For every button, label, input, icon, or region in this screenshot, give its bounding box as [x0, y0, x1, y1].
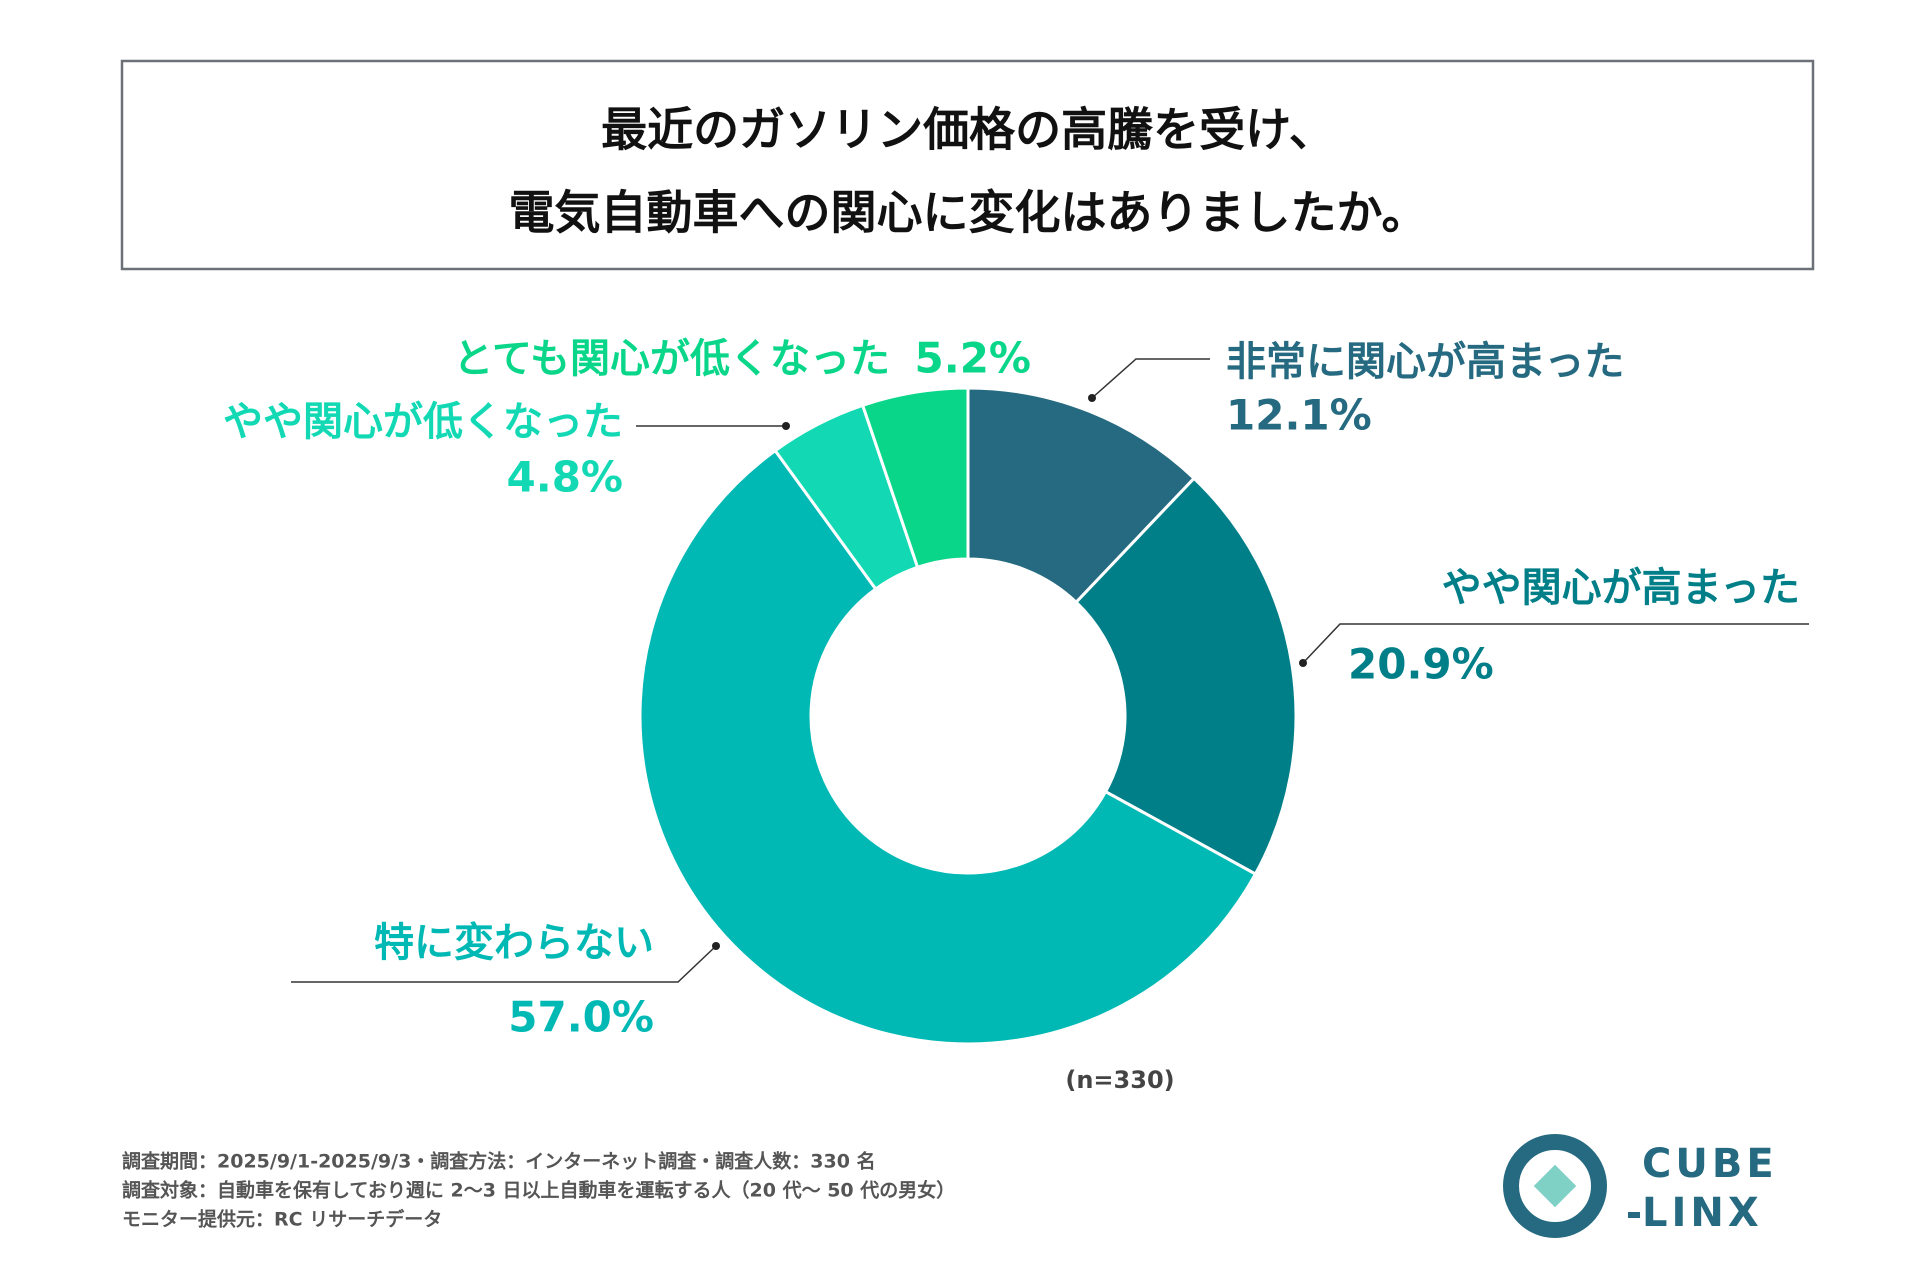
logo-icon [1503, 1134, 1607, 1238]
logo-text: CUBE [1642, 1141, 1778, 1187]
donut-slice [966, 386, 1197, 605]
leader-line [291, 945, 717, 983]
chart-title: 最近のガソリン価格の高騰を受け、 [601, 103, 1335, 157]
donut-slice [1074, 476, 1298, 877]
category-label: やや関心が高まった [1442, 565, 1800, 611]
logo-dash [1628, 1212, 1640, 1218]
category-label: とても関心が低くなった [453, 336, 890, 382]
footnote: モニター提供元：RC リサーチデータ [122, 1208, 442, 1231]
logo-text: LINX [1642, 1190, 1763, 1236]
value-label: 4.8% [507, 453, 623, 502]
logo: CUBE LINX [1503, 1134, 1778, 1238]
leader-dot [712, 942, 720, 950]
leader-line [1091, 358, 1210, 399]
leader-dot [1088, 394, 1096, 402]
value-label: 5.2% [915, 334, 1031, 383]
value-label: 20.9% [1348, 640, 1494, 689]
chart-title: 電気自動車への関心に変化はありましたか。 [508, 186, 1427, 240]
title-box [120, 59, 1815, 271]
footnote: 調査期間：2025/9/1-2025/9/3・調査方法：インターネット調査・調査… [122, 1150, 876, 1173]
logo-icon [1533, 1164, 1577, 1208]
value-label: 12.1% [1226, 391, 1372, 440]
footnote: 調査対象：自動車を保有しており週に 2〜3 日以上自動車を運転する人（20 代〜… [122, 1179, 955, 1202]
leader-line [1302, 623, 1809, 664]
sample-note: (n=330) [1065, 1066, 1174, 1094]
category-label: 非常に関心が高まった [1226, 339, 1624, 385]
category-label: 特に変わらない [374, 920, 654, 966]
category-label: やや関心が低くなった [223, 399, 623, 445]
donut-slice [638, 448, 1258, 1046]
leader-dot [1299, 659, 1307, 667]
value-label: 57.0% [508, 993, 654, 1042]
leader-dot [782, 422, 790, 430]
donut-slice [860, 386, 970, 570]
